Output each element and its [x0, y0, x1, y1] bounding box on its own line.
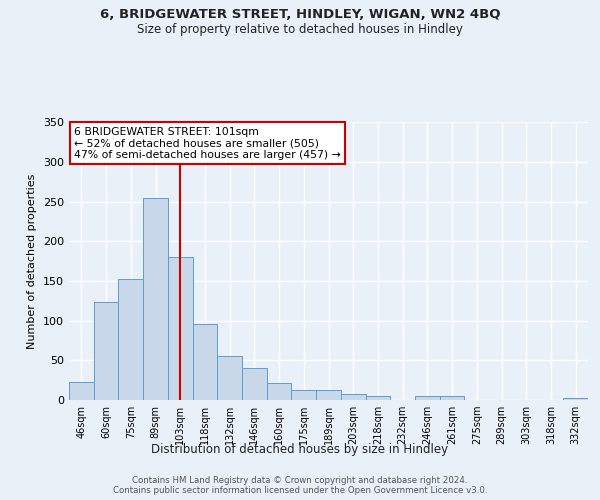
Text: Distribution of detached houses by size in Hindley: Distribution of detached houses by size …	[151, 442, 449, 456]
Text: Size of property relative to detached houses in Hindley: Size of property relative to detached ho…	[137, 22, 463, 36]
Bar	[94, 302, 118, 400]
Text: Contains HM Land Registry data © Crown copyright and database right 2024.
Contai: Contains HM Land Registry data © Crown c…	[113, 476, 487, 495]
Bar	[69, 382, 94, 400]
Bar	[292, 390, 316, 400]
Y-axis label: Number of detached properties: Number of detached properties	[28, 174, 37, 349]
Bar	[242, 368, 267, 400]
Bar	[118, 280, 143, 400]
Bar	[365, 396, 390, 400]
Text: 6 BRIDGEWATER STREET: 101sqm
← 52% of detached houses are smaller (505)
47% of s: 6 BRIDGEWATER STREET: 101sqm ← 52% of de…	[74, 126, 341, 160]
Bar	[217, 356, 242, 400]
Bar	[415, 396, 440, 400]
Bar	[341, 394, 365, 400]
Bar	[168, 258, 193, 400]
Bar	[193, 324, 217, 400]
Bar	[440, 396, 464, 400]
Bar	[563, 398, 588, 400]
Bar	[316, 390, 341, 400]
Bar	[143, 198, 168, 400]
Text: 6, BRIDGEWATER STREET, HINDLEY, WIGAN, WN2 4BQ: 6, BRIDGEWATER STREET, HINDLEY, WIGAN, W…	[100, 8, 500, 20]
Bar	[267, 384, 292, 400]
